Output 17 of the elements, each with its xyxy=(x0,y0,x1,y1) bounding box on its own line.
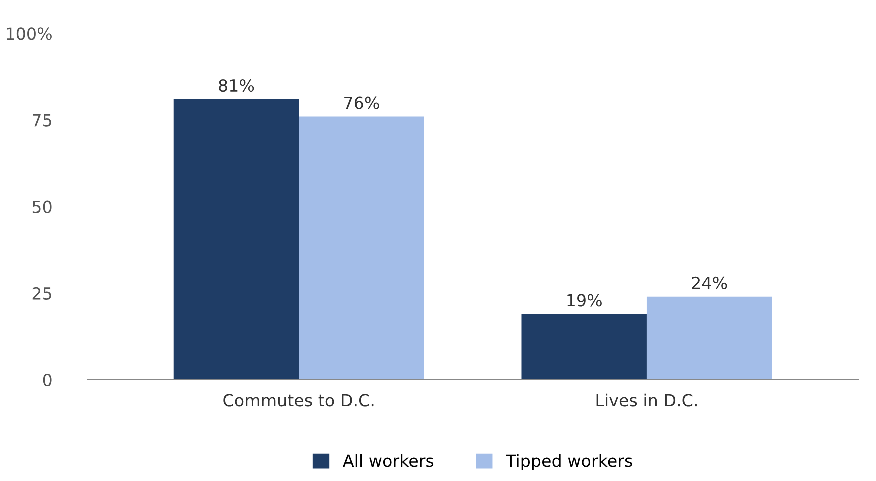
y-tick-label: 75 xyxy=(33,114,52,127)
y-tick-label: 25 xyxy=(32,287,52,300)
data-label: 19% xyxy=(568,294,602,307)
y-tick-label: 50 xyxy=(32,200,52,214)
y-tick-label: 0 xyxy=(43,374,52,387)
bar xyxy=(646,296,772,380)
data-label: 81% xyxy=(219,79,254,92)
legend-label: Tipped workers xyxy=(506,454,632,470)
bar xyxy=(174,99,300,380)
y-tick-label: 100% xyxy=(7,28,52,40)
x-tick-label: Lives in D.C. xyxy=(596,394,697,407)
data-label: 24% xyxy=(692,276,728,290)
data-label: 76% xyxy=(344,96,380,110)
bar xyxy=(522,314,647,380)
bar xyxy=(299,116,424,380)
legend-label: All workers xyxy=(343,454,434,468)
x-tick-label: Commutes to D.C. xyxy=(224,394,374,407)
